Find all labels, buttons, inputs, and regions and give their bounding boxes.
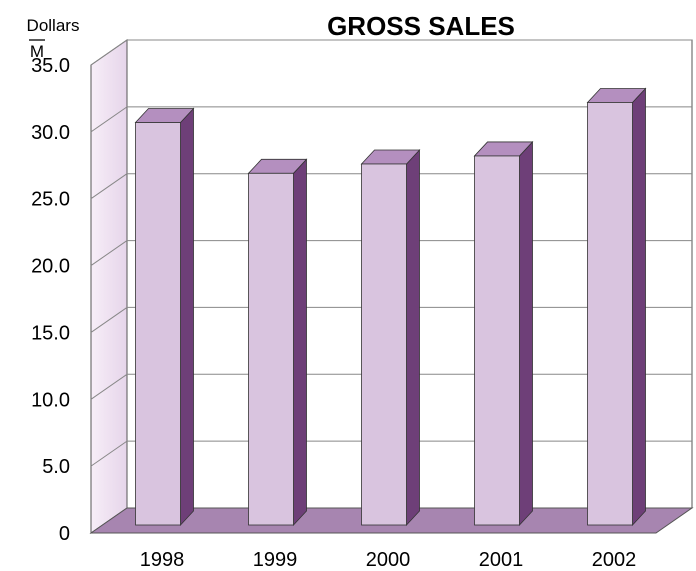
gridline-side (90, 173, 128, 200)
y-tick-label: 25.0 (31, 189, 70, 211)
gridline-side (90, 440, 128, 467)
side-wall (90, 39, 128, 534)
y-tick-label: 10.0 (31, 389, 70, 411)
x-tick-label: 1999 (253, 549, 298, 571)
bar-front (587, 102, 633, 526)
gridline-side (90, 39, 128, 66)
gridline-side (90, 106, 128, 133)
bar-front (474, 155, 520, 526)
x-tick-label: 2002 (592, 549, 637, 571)
bar-side (180, 107, 194, 527)
chart-title: GROSS SALES (327, 11, 515, 41)
y-axis-unit: M (30, 42, 44, 61)
y-tick-label: 5.0 (42, 456, 70, 478)
bar (473, 140, 534, 527)
y-tick-label: 15.0 (31, 322, 70, 344)
bar-side (632, 87, 646, 527)
bar-front (248, 172, 294, 526)
bar (360, 148, 421, 527)
bar-side (406, 148, 420, 527)
x-tick-label: 1998 (140, 549, 185, 571)
bar-side (519, 140, 533, 527)
x-tick-label: 2000 (366, 549, 411, 571)
y-tick-label: 20.0 (31, 256, 70, 278)
bar (586, 87, 647, 527)
gridline-side (90, 373, 128, 400)
y-tick-label: 35.0 (31, 55, 70, 77)
bar-front (135, 122, 181, 526)
y-tick-label: 30.0 (31, 122, 70, 144)
bar-side (293, 158, 307, 527)
bar-front (361, 163, 407, 526)
bar (247, 158, 308, 527)
bar (134, 107, 195, 527)
gridline-side (90, 240, 128, 266)
x-tick-label: 2001 (479, 549, 524, 571)
gridline-side (90, 307, 128, 333)
y-axis-label: Dollars (27, 16, 80, 35)
y-tick-label: 0 (59, 523, 70, 545)
